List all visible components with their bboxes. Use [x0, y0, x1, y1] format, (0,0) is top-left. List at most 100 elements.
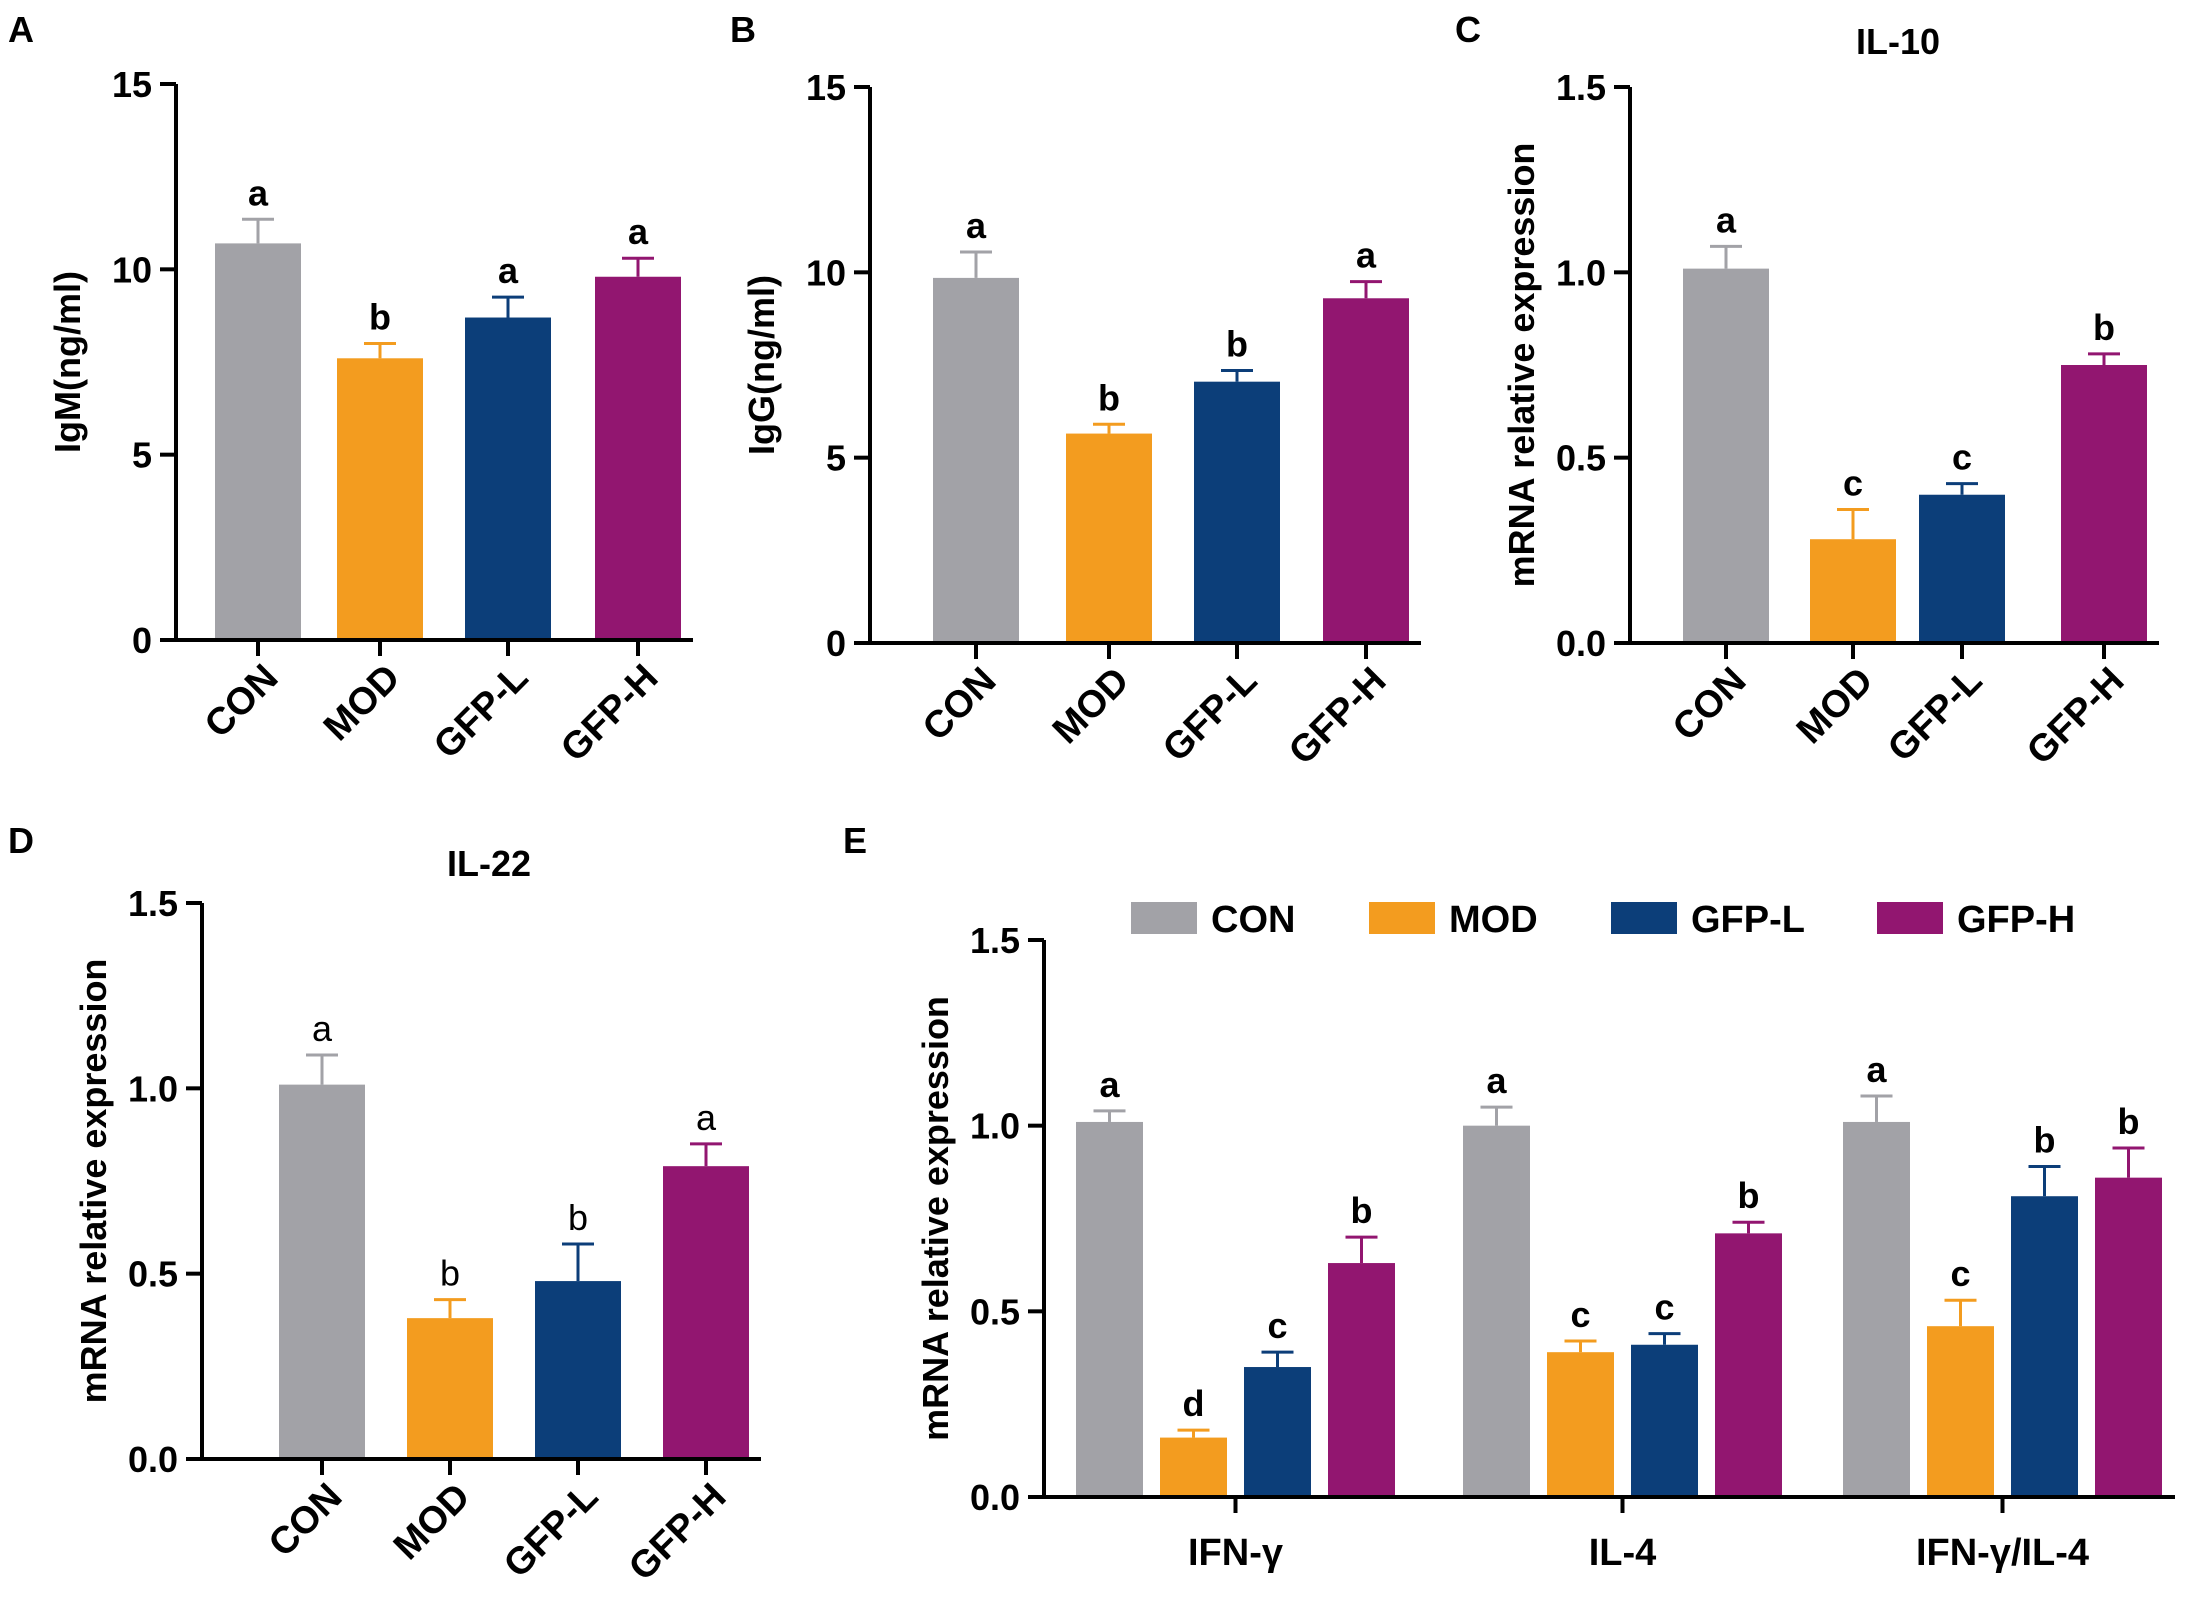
panel-c-label: C: [1455, 9, 1481, 50]
panel-a-y-tick-label: 10: [112, 249, 152, 290]
panel-e-mod-0-bar: [1160, 1437, 1227, 1497]
panel-e-y-axis-label: mRNA relative expression: [915, 996, 956, 1441]
panel-e-group-label: IFN-γ: [1188, 1532, 1283, 1574]
panel-a-label: A: [8, 9, 34, 50]
panel-e-group-label: IL-4: [1589, 1532, 1657, 1574]
panel-a: A 0 5 10 15 IgM(ng/ml) a CON b MOD a GFP-L a GFP-H: [8, 9, 693, 770]
panel-c-mod-bar: [1810, 539, 1896, 643]
panel-b-x-tick-label: MOD: [1045, 660, 1137, 752]
panel-a-gfp-h-significance-letter: a: [628, 211, 649, 252]
panel-e-gfp-l-1-bar: [1631, 1344, 1698, 1497]
panel-e-mod-1-bar: [1547, 1352, 1614, 1497]
panel-c-gfp-l-significance-letter: c: [1952, 437, 1972, 478]
panel-c-x-tick-label: GFP-L: [1880, 660, 1990, 770]
panel-e-gfp-h-0-bar: [1328, 1263, 1395, 1497]
panel-d-y-tick-label: 1.0: [128, 1068, 178, 1109]
panel-d-mod-significance-letter: b: [440, 1253, 460, 1294]
panel-c-con-significance-letter: a: [1716, 199, 1737, 240]
panel-e-con-1-bar: [1463, 1125, 1530, 1497]
panel-e-gfp-h-2-bar: [2095, 1177, 2162, 1497]
panel-a-con-bar: [215, 243, 301, 641]
legend-swatch-gfp-h: [1877, 902, 1943, 934]
legend-swatch-mod: [1369, 902, 1435, 934]
panel-e-gfp-l-2-significance-letter: b: [2034, 1120, 2056, 1161]
panel-e-gfp-h-2-significance-letter: b: [2118, 1101, 2140, 1142]
panel-b-y-tick-label: 15: [806, 67, 846, 108]
panel-c-gfp-h-significance-letter: b: [2093, 307, 2115, 348]
panel-e-con-0-bar: [1076, 1121, 1143, 1497]
panel-e-y-tick-label: 1.0: [970, 1106, 1020, 1147]
panel-c-gfp-h-bar: [2061, 365, 2147, 643]
panel-a-x-tick-label: GFP-L: [426, 657, 536, 767]
panel-e-con-0-significance-letter: a: [1099, 1064, 1120, 1105]
panel-e-mod-2-significance-letter: c: [1950, 1253, 1970, 1294]
panel-a-y-tick-label: 0: [132, 620, 152, 661]
panel-a-gfp-h-bar: [595, 276, 681, 640]
panel-a-x-tick-label: MOD: [316, 657, 408, 749]
legend-label-mod: MOD: [1449, 899, 1538, 941]
panel-c-con-bar: [1683, 268, 1769, 643]
panel-a-y-tick-label: 5: [132, 435, 152, 476]
legend-swatch-gfp-l: [1611, 902, 1677, 934]
panel-d-gfp-h-bar: [663, 1166, 749, 1459]
panel-c-x-tick-label: CON: [1665, 660, 1754, 749]
legend-swatch-con: [1131, 902, 1197, 934]
panel-d-title: IL-22: [447, 843, 531, 884]
panel-d-con-bar: [279, 1084, 365, 1459]
panel-b-x-tick-label: GFP-H: [1281, 660, 1394, 773]
panel-a-mod-significance-letter: b: [369, 296, 391, 337]
panel-b: B 0 5 10 15 IgG(ng/ml) a CON b MOD b GFP-L a GFP-H: [730, 9, 1421, 773]
panel-c: C 0.0 0.5 1.0 1.5 mRNA relative expression IL-…: [1455, 9, 2159, 773]
legend-label-con: CON: [1211, 899, 1295, 941]
panel-b-y-tick-label: 0: [826, 623, 846, 664]
panel-e-gfp-l-2-bar: [2011, 1196, 2078, 1497]
panel-a-x-tick-label: CON: [197, 657, 286, 746]
panel-a-con-significance-letter: a: [248, 172, 269, 213]
panel-b-y-axis-label: IgG(ng/ml): [741, 275, 782, 455]
panel-b-y-tick-label: 5: [826, 438, 846, 479]
panel-d-label: D: [8, 820, 34, 861]
panel-c-title: IL-10: [1856, 21, 1940, 62]
legend-label-gfp-l: GFP-L: [1691, 899, 1805, 941]
panel-d-y-tick-label: 0.5: [128, 1254, 178, 1295]
panel-b-con-bar: [933, 277, 1019, 643]
panel-e-mod-0-significance-letter: d: [1183, 1383, 1205, 1424]
panel-b-gfp-l-bar: [1194, 381, 1280, 643]
panel-e-gfp-l-0-bar: [1244, 1367, 1311, 1497]
panel-b-label: B: [730, 9, 756, 50]
legend-label-gfp-h: GFP-H: [1957, 899, 2075, 941]
panel-b-gfp-h-bar: [1323, 298, 1409, 643]
panel-c-mod-significance-letter: c: [1843, 463, 1863, 504]
panel-d-y-tick-label: 0.0: [128, 1439, 178, 1480]
panel-d: D 0.0 0.5 1.0 1.5 mRNA relative expression IL-…: [8, 820, 761, 1589]
panel-e-y-tick-label: 0.0: [970, 1477, 1020, 1518]
panel-a-y-tick-label: 15: [112, 64, 152, 105]
panel-e-label: E: [843, 820, 867, 861]
panel-b-gfp-h-significance-letter: a: [1356, 235, 1377, 276]
panel-d-x-tick-label: MOD: [386, 1476, 478, 1568]
panel-d-x-tick-label: GFP-L: [496, 1476, 606, 1586]
panel-e-y-tick-label: 0.5: [970, 1291, 1020, 1332]
panel-a-y-axis-label: IgM(ng/ml): [47, 271, 88, 453]
panel-d-gfp-l-bar: [535, 1281, 621, 1459]
panel-e-y-tick-label: 1.5: [970, 920, 1020, 961]
panel-b-gfp-l-significance-letter: b: [1226, 324, 1248, 365]
panel-b-con-significance-letter: a: [966, 205, 987, 246]
panel-c-y-tick-label: 0.5: [1556, 438, 1606, 479]
panel-a-gfp-l-bar: [465, 317, 551, 640]
panel-e-con-1-significance-letter: a: [1486, 1060, 1507, 1101]
panel-b-y-tick-label: 10: [806, 252, 846, 293]
panel-e-con-2-bar: [1843, 1121, 1910, 1497]
panel-c-y-axis-label: mRNA relative expression: [1501, 143, 1542, 588]
panel-e-gfp-l-1-significance-letter: c: [1654, 1287, 1674, 1328]
panel-a-mod-bar: [337, 358, 423, 640]
panel-e-con-2-significance-letter: a: [1866, 1049, 1887, 1090]
panel-d-con-significance-letter: a: [312, 1008, 333, 1049]
panel-d-gfp-h-significance-letter: a: [696, 1097, 717, 1138]
panel-c-gfp-l-bar: [1919, 494, 2005, 643]
panel-d-mod-bar: [407, 1318, 493, 1459]
panel-d-x-tick-label: CON: [261, 1476, 350, 1565]
panel-e-group-label: IFN-γ/IL-4: [1916, 1532, 2089, 1574]
panel-e-mod-1-significance-letter: c: [1570, 1294, 1590, 1335]
